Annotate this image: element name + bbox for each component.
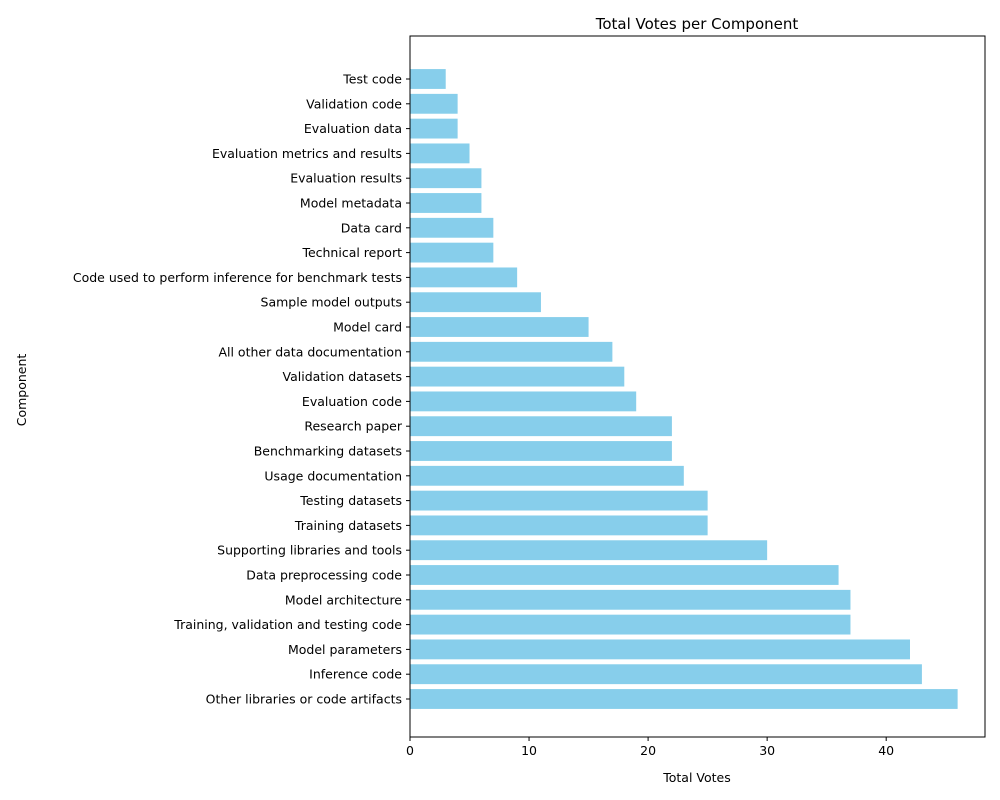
y-tick-label: Training datasets [294, 518, 402, 533]
bar [410, 93, 458, 114]
bar [410, 242, 494, 263]
x-tick-label: 0 [406, 743, 414, 758]
y-tick-label: Model parameters [288, 642, 402, 657]
bar [410, 540, 768, 561]
y-tick-label: Testing datasets [299, 493, 402, 508]
x-tick-label: 40 [878, 743, 894, 758]
y-tick-label: Supporting libraries and tools [217, 543, 402, 558]
bar [410, 267, 518, 288]
chart-title: Total Votes per Component [595, 15, 799, 33]
bars-group [410, 69, 958, 709]
bar [410, 168, 482, 189]
bar [410, 118, 458, 139]
y-tick-label: All other data documentation [218, 344, 402, 359]
bar [410, 193, 482, 213]
y-tick-label: Evaluation results [290, 171, 402, 186]
y-tick-label: Inference code [309, 667, 402, 682]
y-tick-label: Sample model outputs [261, 295, 402, 310]
bar [410, 391, 637, 412]
bar [410, 515, 708, 536]
y-axis-ticks: Other libraries or code artifacts Inferen… [73, 72, 410, 707]
bar [410, 341, 613, 362]
x-tick-label: 20 [640, 743, 656, 758]
bar [410, 465, 684, 486]
y-tick-label: Validation code [306, 96, 402, 111]
x-tick-label: 30 [759, 743, 775, 758]
y-tick-label: Benchmarking datasets [254, 444, 402, 459]
bar [410, 292, 541, 313]
x-axis-title: Total Votes [662, 770, 731, 785]
y-tick-label: Usage documentation [264, 468, 402, 483]
bar [410, 565, 839, 585]
y-tick-label: Data preprocessing code [246, 568, 402, 583]
x-axis-ticks: 0 10 20 30 40 [406, 737, 894, 758]
bar [410, 614, 851, 635]
plot-frame [409, 35, 986, 738]
bar [410, 143, 470, 164]
y-tick-label: Evaluation data [304, 121, 402, 136]
bar [410, 416, 672, 437]
y-tick-label: Training, validation and testing code [173, 617, 402, 632]
y-tick-label: Model architecture [285, 592, 402, 607]
y-tick-label: Evaluation metrics and results [212, 146, 402, 161]
y-tick-label: Test code [342, 72, 402, 87]
x-tick-label: 10 [521, 743, 537, 758]
y-tick-label: Validation datasets [283, 369, 402, 384]
y-tick-label: Data card [341, 220, 402, 235]
bar [410, 441, 672, 461]
y-tick-label: Code used to perform inference for bench… [73, 270, 402, 285]
bar [410, 589, 851, 610]
bar [410, 366, 625, 387]
y-tick-label: Evaluation code [302, 394, 402, 409]
bar [410, 490, 708, 511]
y-tick-label: Research paper [304, 419, 403, 434]
y-tick-label: Other libraries or code artifacts [206, 692, 402, 707]
y-tick-label: Technical report [301, 245, 402, 260]
y-axis-title: Component [14, 354, 29, 427]
y-tick-label: Model metadata [300, 196, 402, 211]
bar [410, 69, 446, 89]
bar [410, 689, 958, 709]
bar [410, 317, 589, 337]
bar [410, 217, 494, 238]
bar [410, 664, 922, 685]
y-tick-label: Model card [333, 320, 402, 335]
bar [410, 639, 910, 660]
